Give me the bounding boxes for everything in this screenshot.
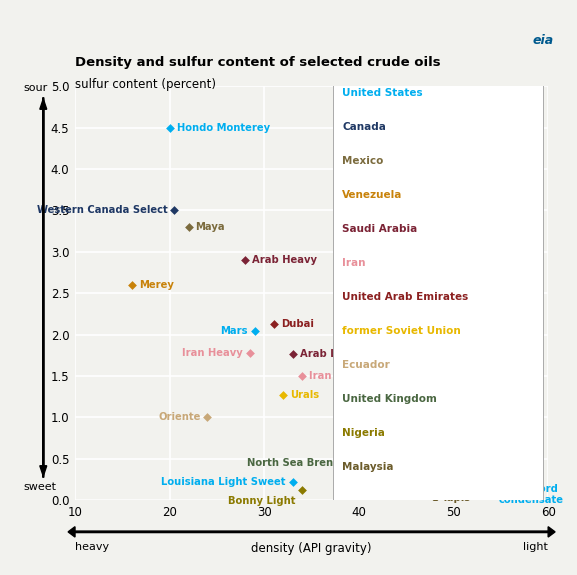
Text: Louisiana Light Sweet: Louisiana Light Sweet bbox=[161, 477, 286, 487]
Point bbox=[269, 319, 278, 328]
Text: Hondo Monterey: Hondo Monterey bbox=[177, 122, 269, 133]
Point bbox=[203, 413, 212, 422]
Point bbox=[373, 479, 383, 488]
Text: Merey: Merey bbox=[138, 280, 174, 290]
Text: Venezuela: Venezuela bbox=[342, 190, 403, 200]
Text: Oriente: Oriente bbox=[158, 412, 201, 423]
Text: former Soviet Union: former Soviet Union bbox=[342, 326, 461, 336]
Point bbox=[335, 338, 344, 347]
Text: sour: sour bbox=[23, 83, 47, 93]
Text: Maya: Maya bbox=[196, 222, 225, 232]
Text: Malaysia: Malaysia bbox=[342, 462, 394, 471]
Text: Nigeria: Nigeria bbox=[342, 428, 385, 438]
Text: Arab Heavy: Arab Heavy bbox=[252, 255, 317, 265]
Text: Ecuador: Ecuador bbox=[342, 360, 390, 370]
Text: United Arab Emirates: United Arab Emirates bbox=[342, 292, 469, 302]
Text: Urals: Urals bbox=[290, 390, 319, 400]
Text: Western Canada Select: Western Canada Select bbox=[37, 205, 167, 216]
FancyBboxPatch shape bbox=[333, 82, 544, 506]
Text: Iran Light: Iran Light bbox=[309, 371, 364, 381]
Text: Canada: Canada bbox=[342, 122, 386, 132]
Text: Saudi Arabia: Saudi Arabia bbox=[342, 224, 418, 234]
Text: Bakken: Bakken bbox=[385, 479, 426, 489]
Text: United States: United States bbox=[342, 89, 423, 98]
Text: Mexico: Mexico bbox=[342, 156, 384, 166]
Point bbox=[487, 490, 496, 499]
Point bbox=[298, 371, 307, 381]
Text: Mars: Mars bbox=[220, 325, 248, 335]
Text: heavy: heavy bbox=[75, 542, 109, 551]
Text: Tapis: Tapis bbox=[441, 493, 471, 503]
Point bbox=[298, 486, 307, 495]
Point bbox=[241, 255, 250, 264]
Point bbox=[184, 223, 193, 232]
Text: sweet: sweet bbox=[23, 482, 56, 492]
Text: density (API gravity): density (API gravity) bbox=[252, 542, 372, 555]
Text: United Kingdom: United Kingdom bbox=[342, 394, 437, 404]
Point bbox=[430, 493, 439, 503]
Text: Eagle Ford
condensate: Eagle Ford condensate bbox=[499, 484, 563, 505]
Text: Iran Heavy: Iran Heavy bbox=[182, 348, 243, 358]
Point bbox=[340, 458, 349, 467]
Text: West Texas Sour (Midland): West Texas Sour (Midland) bbox=[347, 338, 497, 348]
Point bbox=[354, 458, 364, 467]
Point bbox=[279, 390, 288, 400]
Point bbox=[250, 326, 260, 335]
Point bbox=[288, 477, 297, 486]
Text: Density and sulfur content of selected crude oils: Density and sulfur content of selected c… bbox=[75, 56, 441, 69]
Point bbox=[245, 348, 254, 358]
Point bbox=[127, 281, 136, 290]
Text: Iran: Iran bbox=[342, 258, 366, 268]
Text: Bonny Light: Bonny Light bbox=[228, 496, 295, 507]
Point bbox=[165, 123, 174, 132]
Text: Arab Light: Arab Light bbox=[299, 348, 359, 359]
Text: West Texas
Intermediate: West Texas Intermediate bbox=[366, 452, 439, 474]
Text: light: light bbox=[523, 542, 548, 551]
Point bbox=[170, 206, 179, 215]
Text: North Sea Brent: North Sea Brent bbox=[247, 458, 338, 468]
Text: Dubai: Dubai bbox=[280, 319, 313, 329]
Point bbox=[288, 349, 297, 358]
Text: sulfur content (percent): sulfur content (percent) bbox=[75, 78, 216, 91]
Text: eia: eia bbox=[533, 34, 554, 48]
